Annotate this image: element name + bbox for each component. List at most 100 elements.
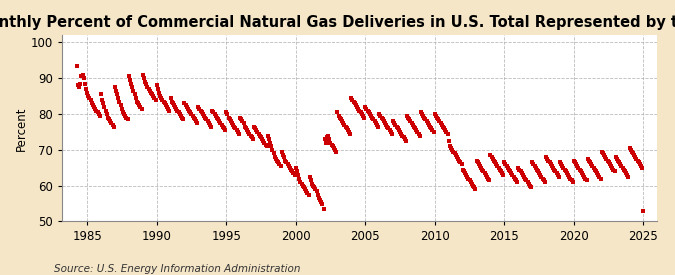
Point (190, 117, 200, 122)
Point (217, 124, 228, 129)
Point (499, 160, 510, 165)
Point (542, 157, 553, 161)
Point (387, 131, 398, 136)
Point (634, 162, 645, 166)
Point (332, 110, 343, 114)
Point (178, 117, 189, 122)
Point (404, 117, 414, 122)
Point (91, 108, 102, 113)
Point (631, 157, 642, 161)
Point (308, 183, 319, 188)
Point (416, 112, 427, 116)
Point (592, 171, 603, 175)
Point (465, 180, 476, 184)
Point (263, 133, 273, 138)
Point (602, 158, 613, 163)
Point (489, 158, 500, 163)
Point (374, 112, 385, 116)
Point (101, 112, 112, 116)
Point (489, 160, 500, 165)
Point (311, 189, 322, 193)
Point (211, 116, 222, 120)
Point (348, 99, 359, 104)
Point (187, 114, 198, 118)
Point (528, 162, 539, 166)
Point (518, 173, 529, 177)
Point (301, 189, 312, 193)
Point (224, 117, 235, 122)
Point (74, 85, 84, 89)
Point (392, 126, 403, 131)
Point (570, 160, 580, 165)
Point (360, 105, 371, 109)
Point (526, 160, 537, 165)
Point (342, 128, 353, 132)
Point (460, 171, 470, 175)
Point (208, 110, 219, 114)
Point (140, 80, 151, 84)
Point (143, 87, 154, 91)
Point (454, 158, 464, 163)
Point (269, 151, 279, 156)
Point (315, 198, 325, 202)
Point (492, 164, 503, 168)
Point (373, 124, 383, 129)
Point (514, 167, 524, 172)
Point (396, 131, 406, 136)
Point (144, 89, 155, 93)
Point (292, 169, 302, 174)
Point (596, 150, 607, 154)
Point (448, 150, 459, 154)
Point (510, 178, 521, 183)
Point (478, 169, 489, 174)
Point (521, 178, 532, 183)
Point (350, 101, 360, 106)
Point (495, 169, 506, 174)
Point (97, 98, 107, 102)
Point (163, 106, 173, 111)
Point (250, 126, 261, 131)
Point (229, 124, 240, 129)
Point (171, 106, 182, 111)
Point (547, 164, 558, 168)
Point (309, 185, 320, 190)
Point (288, 171, 299, 175)
Point (95, 114, 105, 118)
Point (327, 144, 338, 148)
Point (579, 175, 590, 179)
Point (385, 130, 396, 134)
Point (72, 83, 83, 88)
Point (211, 114, 221, 118)
Point (88, 105, 99, 109)
Point (344, 130, 354, 134)
Point (399, 137, 410, 141)
Point (594, 175, 605, 179)
Point (609, 169, 620, 174)
Point (625, 148, 636, 152)
Point (605, 164, 616, 168)
Point (195, 108, 206, 113)
Point (551, 171, 562, 175)
Point (242, 128, 252, 132)
Point (522, 180, 533, 184)
Point (137, 73, 148, 77)
Point (461, 173, 472, 177)
Point (537, 176, 548, 181)
Point (616, 164, 627, 168)
Point (612, 157, 622, 161)
Point (114, 99, 125, 104)
Point (122, 117, 133, 122)
Point (130, 96, 141, 100)
Point (395, 130, 406, 134)
Point (402, 114, 412, 118)
Point (223, 116, 234, 120)
Point (464, 178, 475, 183)
Title: Monthly Percent of Commercial Natural Gas Deliveries in U.S. Total Represented b: Monthly Percent of Commercial Natural Ga… (0, 15, 675, 30)
Point (77, 73, 88, 77)
Point (358, 116, 369, 120)
Point (620, 169, 630, 174)
Point (99, 105, 110, 109)
Point (80, 81, 90, 86)
Point (117, 106, 128, 111)
Point (173, 110, 184, 114)
